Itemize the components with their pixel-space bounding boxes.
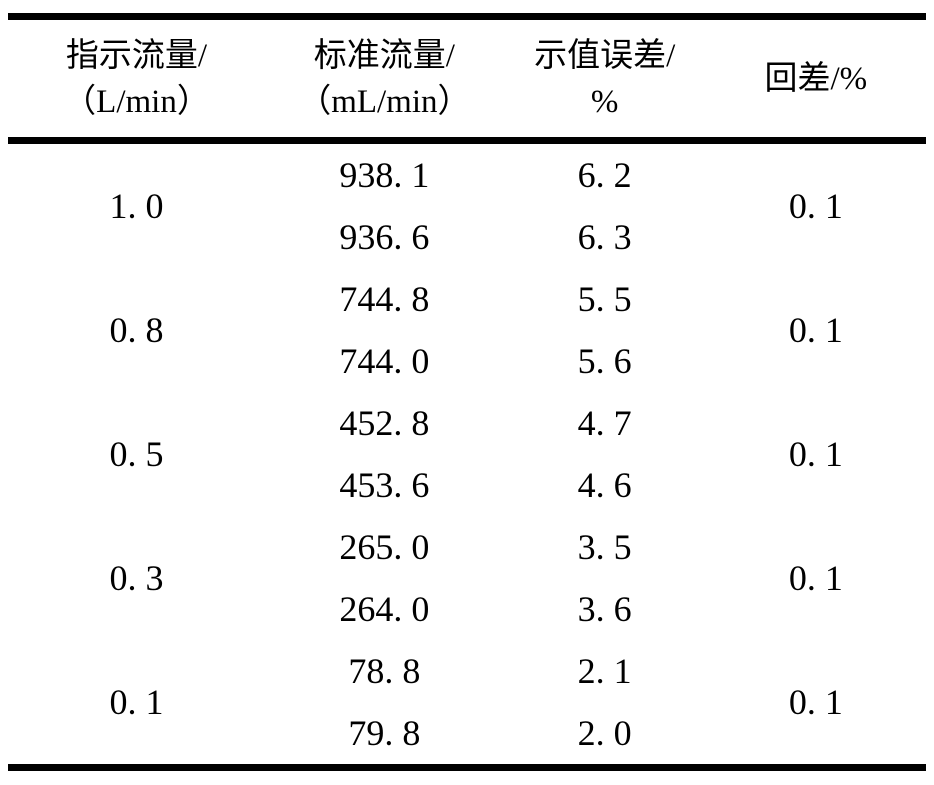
cell-standard-flow: 264. 0 bbox=[339, 589, 430, 629]
cell-standard-flow: 744. 0 bbox=[339, 341, 430, 381]
cell-standard-flow: 452. 8 bbox=[339, 403, 430, 443]
column-header-standard-flow: 标准流量/ （mL/min） bbox=[265, 16, 504, 144]
cell-hysteresis: 0. 1 bbox=[788, 310, 843, 350]
header-line: 标准流量/ bbox=[313, 37, 455, 74]
cell-hysteresis: 0. 1 bbox=[788, 434, 843, 474]
table-row: 936. 6 6. 3 bbox=[8, 206, 926, 268]
calibration-table: 指示流量/ （L/min） 标准流量/ （mL/min） 示值误差/ % 回差/… bbox=[8, 13, 926, 771]
table-row: 0. 8 744. 8 5. 5 0. 1 bbox=[8, 268, 926, 350]
cell-indicated-flow: 0. 5 bbox=[109, 434, 164, 474]
cell-indication-error: 3. 5 bbox=[577, 527, 632, 567]
cell-indication-error: 4. 6 bbox=[577, 465, 632, 505]
column-header-indication-error: 示值误差/ % bbox=[503, 16, 706, 144]
table-row: 453. 6 4. 6 bbox=[8, 454, 926, 516]
cell-standard-flow: 78. 8 bbox=[348, 651, 421, 691]
column-header-indicated-flow: 指示流量/ （L/min） bbox=[8, 16, 266, 144]
table-header: 指示流量/ （L/min） 标准流量/ （mL/min） 示值误差/ % 回差/… bbox=[8, 16, 926, 144]
table-row: 0. 1 78. 8 2. 1 0. 1 bbox=[8, 640, 926, 722]
cell-standard-flow: 744. 8 bbox=[339, 279, 430, 319]
cell-standard-flow: 453. 6 bbox=[339, 465, 430, 505]
column-header-hysteresis: 回差/% bbox=[705, 16, 926, 144]
header-unit: （mL/min） bbox=[298, 83, 471, 120]
cell-indicated-flow: 0. 8 bbox=[109, 310, 164, 350]
table-row: 744. 0 5. 6 bbox=[8, 330, 926, 392]
header-line: 回差/% bbox=[764, 60, 868, 97]
table-row: 264. 0 3. 6 bbox=[8, 578, 926, 640]
cell-standard-flow: 79. 8 bbox=[348, 713, 421, 753]
table-body: 1. 0 938. 1 6. 2 0. 1 936. 6 6. 3 0. 8 7… bbox=[8, 141, 926, 768]
cell-hysteresis: 0. 1 bbox=[788, 186, 843, 226]
header-row: 指示流量/ （L/min） 标准流量/ （mL/min） 示值误差/ % 回差/… bbox=[8, 16, 926, 144]
cell-indication-error: 2. 0 bbox=[577, 713, 632, 753]
header-line: 指示流量/ bbox=[65, 37, 208, 74]
table-row: 79. 8 2. 0 bbox=[8, 702, 926, 768]
cell-indication-error: 4. 7 bbox=[577, 403, 632, 443]
table-row: 0. 5 452. 8 4. 7 0. 1 bbox=[8, 392, 926, 474]
header-unit: % bbox=[590, 83, 619, 120]
cell-indication-error: 6. 2 bbox=[577, 155, 632, 195]
cell-indication-error: 5. 6 bbox=[577, 341, 632, 381]
table-row: 0. 3 265. 0 3. 5 0. 1 bbox=[8, 516, 926, 598]
header-line: 示值误差/ bbox=[534, 37, 676, 74]
cell-indication-error: 5. 5 bbox=[577, 279, 632, 319]
cell-indicated-flow: 1. 0 bbox=[109, 186, 164, 226]
cell-hysteresis: 0. 1 bbox=[788, 558, 843, 598]
cell-standard-flow: 938. 1 bbox=[339, 155, 430, 195]
cell-indicated-flow: 0. 3 bbox=[109, 558, 164, 598]
cell-indication-error: 3. 6 bbox=[577, 589, 632, 629]
cell-standard-flow: 265. 0 bbox=[339, 527, 430, 567]
header-unit: （L/min） bbox=[63, 83, 210, 120]
cell-indication-error: 6. 3 bbox=[577, 217, 632, 257]
table-row: 1. 0 938. 1 6. 2 0. 1 bbox=[8, 141, 926, 226]
cell-hysteresis: 0. 1 bbox=[788, 682, 843, 722]
cell-indicated-flow: 0. 1 bbox=[109, 682, 164, 722]
cell-standard-flow: 936. 6 bbox=[339, 217, 430, 257]
cell-indication-error: 2. 1 bbox=[577, 651, 632, 691]
